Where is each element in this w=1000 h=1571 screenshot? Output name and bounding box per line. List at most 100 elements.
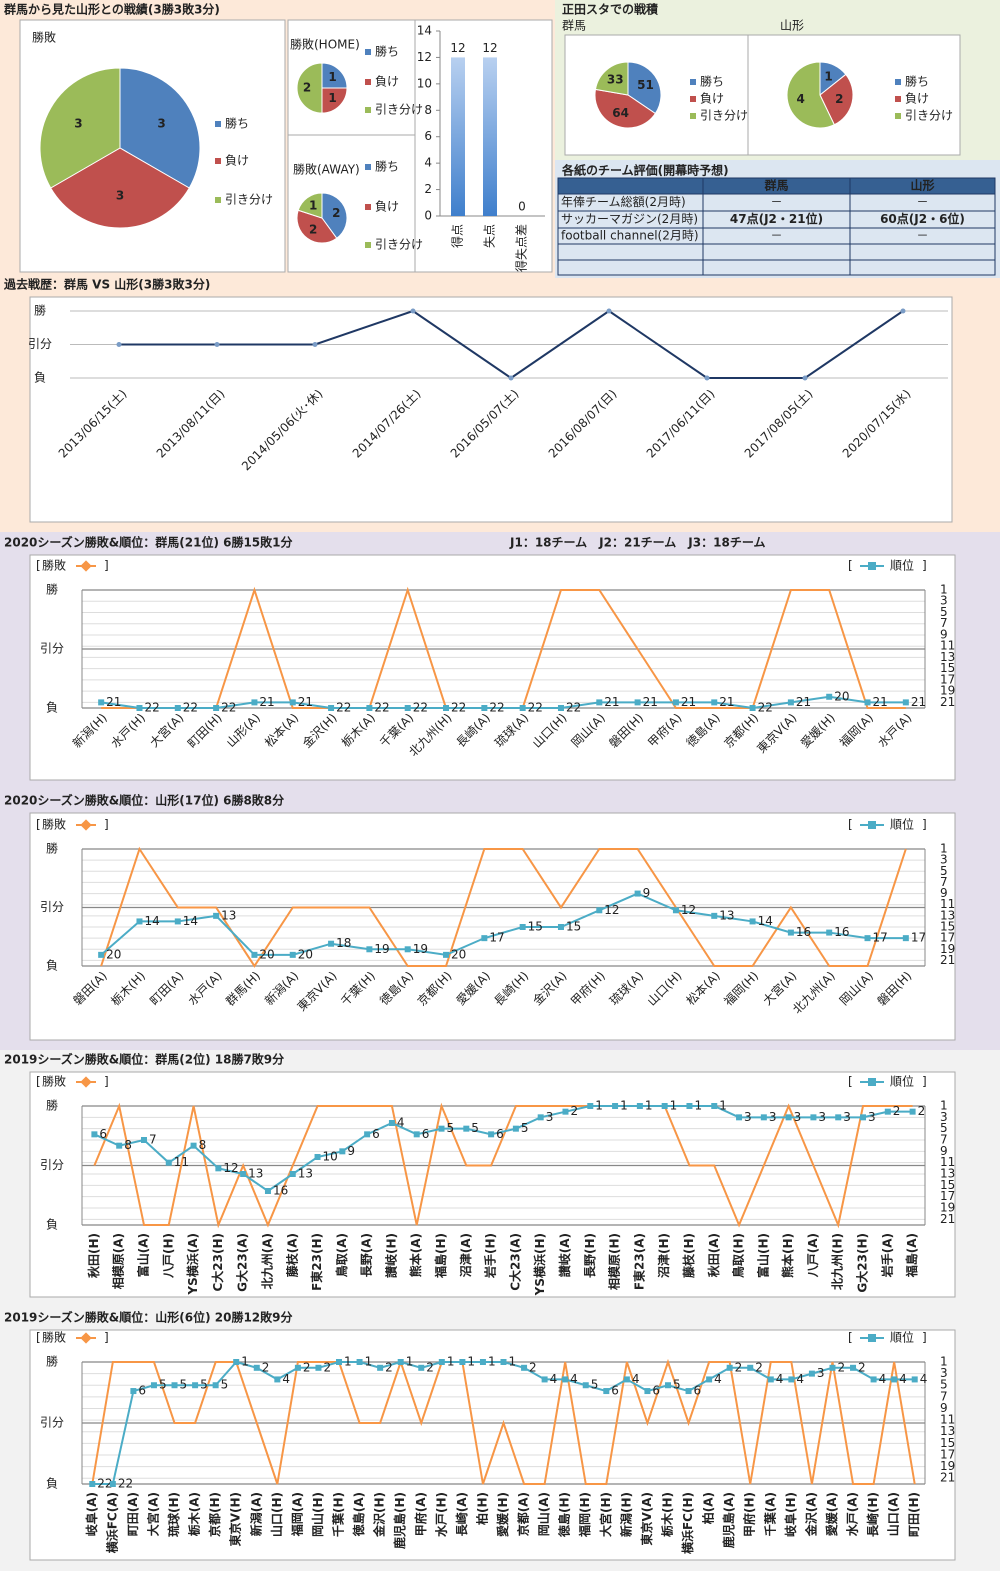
pie-label: 51 [637, 78, 654, 92]
x-tick-label: 長崎(A) [454, 1492, 469, 1536]
x-tick-label: C大23(H) [210, 1233, 225, 1292]
x-tick-label: 長崎(H) [865, 1492, 880, 1537]
point [562, 1108, 569, 1115]
data-label: 5 [521, 1121, 529, 1135]
y-tick-label: 勝 [46, 841, 58, 856]
x-tick-label: 鹿児島(A) [721, 1492, 736, 1548]
point [328, 705, 335, 711]
pie-label: 2 [303, 81, 311, 95]
x-tick-label: F東23(A) [631, 1233, 646, 1290]
legend-swatch [895, 96, 901, 102]
table-text: － [916, 195, 928, 209]
point [274, 1376, 281, 1383]
data-label: 5 [447, 1121, 455, 1135]
data-label: 19 [374, 942, 389, 956]
data-label: 3 [769, 1110, 777, 1124]
x-tick-label: 徳島(H) [557, 1492, 572, 1538]
data-label: 4 [632, 1372, 640, 1386]
line [91, 1358, 916, 1485]
legend-bracket: ] [104, 559, 109, 573]
point [212, 1382, 219, 1389]
data-label: 5 [471, 1121, 479, 1135]
y2-tick-label: 1 [940, 583, 948, 597]
legend-bracket: ] [104, 1331, 109, 1345]
point [736, 1114, 743, 1121]
x-tick-label: 鹿児島(H) [392, 1492, 407, 1549]
y2-tick-label: 19 [940, 1459, 955, 1473]
point [519, 705, 526, 711]
point [557, 924, 564, 930]
data-label: 2 [323, 1360, 331, 1374]
x-tick-label: 失点 [482, 224, 497, 248]
table-text: football channel(2月時) [561, 229, 699, 243]
data-label: 7 [149, 1133, 157, 1147]
legend-bracket: ] [922, 818, 927, 832]
y2-tick-label: 21 [940, 953, 955, 967]
point [98, 951, 105, 958]
data-label: 13 [719, 908, 734, 922]
point [463, 1125, 470, 1132]
y2-tick-label: 17 [940, 672, 955, 686]
x-tick-label: 北九州(A) [259, 1233, 274, 1289]
value-label: 0 [518, 200, 526, 214]
value-label: 12 [482, 41, 497, 55]
point [672, 907, 679, 914]
pie-slice [627, 61, 662, 115]
point [315, 1364, 322, 1371]
pie-label: 2 [332, 206, 340, 220]
y2-tick-label: 11 [940, 897, 955, 911]
x-tick-label: 福島(H) [433, 1233, 448, 1279]
pie-label: 1 [824, 70, 832, 84]
legend-label: 順位 [890, 558, 914, 573]
x-tick-label: 鳥取(A) [334, 1233, 349, 1277]
legend-label: 勝敗 [42, 817, 66, 832]
point [264, 1188, 271, 1194]
x-tick-label: 京都(A) [516, 1492, 531, 1536]
data-label: 1 [620, 1099, 628, 1113]
x-tick-label: YS横浜(H) [532, 1233, 547, 1296]
data-label: 5 [200, 1378, 208, 1392]
y2-tick-label: 9 [940, 886, 948, 900]
point [519, 924, 526, 930]
point [253, 1364, 260, 1371]
y2-tick-label: 15 [940, 1436, 955, 1450]
data-label: 5 [221, 1378, 229, 1392]
legend-swatch [215, 197, 221, 203]
legend-swatch [690, 96, 696, 102]
data-label: 1 [670, 1099, 678, 1113]
panel [29, 296, 953, 523]
table-text: 47点(J2・21位) [730, 211, 823, 226]
x-tick-label: 得点 [450, 224, 465, 248]
x-tick-label: 水戸(H) [433, 1492, 448, 1537]
y2-tick-label: 3 [940, 1366, 948, 1380]
data-label: 1 [241, 1355, 249, 1369]
data-label: 22 [528, 701, 543, 715]
x-tick-label: 新潟(H) [618, 1492, 633, 1537]
legend-bracket: ] [922, 559, 927, 573]
point [711, 699, 718, 706]
point [891, 1376, 898, 1383]
point [213, 705, 220, 711]
x-tick-label: 相模原(H) [607, 1233, 622, 1290]
chart-title: 過去戦歴：群馬 VS 山形(3勝3敗3分) [3, 277, 210, 292]
x-tick-label: 大宮(H) [598, 1492, 613, 1537]
x-tick-label: 藤枝(H) [681, 1233, 696, 1279]
data-label: 13 [298, 1167, 313, 1181]
legend-label: 勝ち [375, 44, 399, 59]
line [93, 1102, 913, 1229]
table-text: サッカーマガジン(2月時) [561, 212, 698, 226]
legend-swatch [690, 79, 696, 85]
y-tick-label: 負 [46, 1477, 58, 1491]
legend-label: 勝ち [700, 74, 724, 89]
point [900, 308, 906, 314]
data-label: 22 [451, 701, 466, 715]
x-tick-label: 横浜FC(A) [104, 1492, 119, 1553]
y-tick-label: 8 [424, 103, 432, 117]
y2-tick-label: 5 [940, 605, 948, 619]
y-tick-label: 勝 [46, 1354, 58, 1369]
x-tick-label: 柏(H) [474, 1492, 489, 1525]
data-label: 1 [406, 1355, 414, 1369]
data-label: 1 [344, 1355, 352, 1369]
point [438, 1359, 445, 1365]
